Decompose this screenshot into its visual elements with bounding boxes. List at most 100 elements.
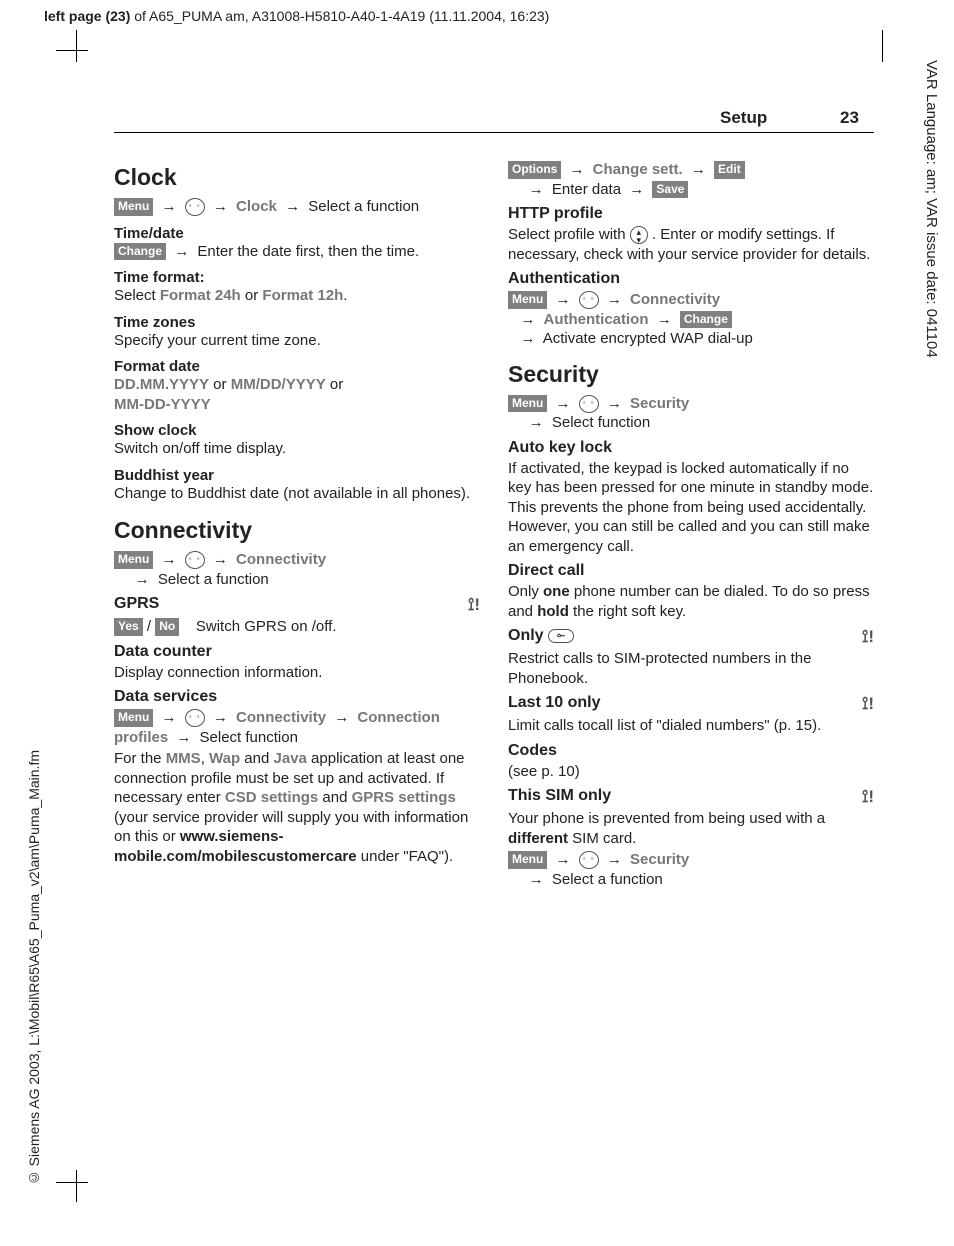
softkey-icon: ⟜ bbox=[548, 629, 574, 643]
arrow-icon: → bbox=[629, 181, 644, 198]
edit-button: Edit bbox=[714, 161, 745, 179]
time-format-h: Time format: bbox=[114, 269, 480, 286]
time-zones-txt: Specify your current time zone. bbox=[114, 331, 480, 351]
time-date-h: Time/date bbox=[114, 225, 480, 242]
only-label: Only bbox=[508, 627, 548, 644]
nav-icon bbox=[579, 291, 599, 309]
menu-button: Menu bbox=[114, 198, 153, 216]
conn-nav-tail: Select a function bbox=[158, 571, 269, 588]
lock-icon: ⟟! bbox=[862, 694, 874, 714]
d-p1: Only bbox=[508, 583, 543, 600]
arrow-icon: → bbox=[520, 311, 535, 328]
last10-txt: Limit calls tocall list of "dialed numbe… bbox=[508, 716, 874, 736]
top-nav: Options → Change sett. → Edit → Enter da… bbox=[508, 160, 874, 199]
left-page-bold: left page (23) bbox=[44, 8, 130, 24]
crop-mark bbox=[882, 30, 883, 62]
arrow-icon: → bbox=[607, 291, 622, 308]
arrow-icon: → bbox=[556, 291, 571, 308]
yes-button: Yes bbox=[114, 618, 143, 636]
arrow-icon: → bbox=[285, 198, 300, 215]
tf-pre: Select bbox=[114, 287, 160, 304]
gprs-txt: Switch GPRS on /off. bbox=[196, 618, 337, 635]
arrow-icon: → bbox=[162, 551, 177, 568]
time-format-line: Select Format 24h or Format 12h. bbox=[114, 286, 480, 306]
time-zones-h: Time zones bbox=[114, 314, 480, 331]
autokey-txt: If activated, the keypad is locked autom… bbox=[508, 459, 874, 557]
arrow-icon: → bbox=[607, 851, 622, 868]
d-p3: the right soft key. bbox=[569, 603, 686, 620]
show-clock-txt: Switch on/off time display. bbox=[114, 439, 480, 459]
vertical-right-text: VAR Language: am; VAR issue date: 041104 bbox=[923, 60, 940, 358]
fmt-b: MM/DD/YYYY bbox=[231, 376, 326, 393]
buddhist-txt: Change to Buddhist date (not available i… bbox=[114, 484, 480, 504]
conn-label: Connectivity bbox=[236, 551, 326, 568]
ds-conn: Connectivity bbox=[236, 709, 326, 726]
codes-txt: (see p. 10) bbox=[508, 762, 874, 782]
http-profile-txt: Select profile with ▴▾ . Enter or modify… bbox=[508, 225, 874, 264]
arrow-icon: → bbox=[174, 243, 189, 260]
crop-mark bbox=[76, 30, 77, 62]
so-p2: SIM card. bbox=[568, 830, 636, 847]
arrow-icon: → bbox=[556, 395, 571, 412]
menu-button: Menu bbox=[508, 395, 547, 413]
nav-icon bbox=[185, 551, 205, 569]
running-head-section: Setup bbox=[720, 108, 767, 128]
arrow-icon: → bbox=[570, 161, 585, 178]
arrow-icon: → bbox=[334, 709, 349, 726]
clock-nav: Menu → → Clock → Select a function bbox=[114, 197, 480, 217]
tf-end: . bbox=[343, 287, 347, 304]
ds-java: Java bbox=[274, 750, 307, 767]
direct-txt: Only one phone number can be dialed. To … bbox=[508, 582, 874, 621]
nav-icon bbox=[579, 395, 599, 413]
arrow-icon: → bbox=[176, 729, 191, 746]
crop-mark bbox=[56, 50, 88, 51]
gprs-line: Yes / No Switch GPRS on /off. bbox=[114, 617, 480, 637]
format-date-h: Format date bbox=[114, 358, 480, 375]
format-date-line: DD.MM.YYYY or MM/DD/YYYY or MM-DD-YYYY bbox=[114, 375, 480, 414]
sec-label: Security bbox=[630, 395, 689, 412]
fmt-or2: or bbox=[326, 376, 344, 393]
gprs-h: GPRS ⟟! bbox=[114, 595, 480, 615]
sec-label2: Security bbox=[630, 851, 689, 868]
menu-button: Menu bbox=[508, 851, 547, 869]
arrow-icon: → bbox=[657, 311, 672, 328]
autokey-h: Auto key lock bbox=[508, 439, 874, 457]
lock-icon: ⟟! bbox=[862, 787, 874, 807]
updown-icon: ▴▾ bbox=[630, 226, 648, 244]
ds-p1d: under "FAQ"). bbox=[357, 848, 454, 865]
auth-tail: Activate encrypted WAP dial-up bbox=[543, 330, 753, 347]
so-p1: Your phone is prevented from being used … bbox=[508, 810, 825, 827]
options-button: Options bbox=[508, 161, 561, 179]
simonly-h: This SIM only ⟟! bbox=[508, 787, 874, 807]
nav-icon bbox=[185, 709, 205, 727]
lock-icon: ⟟! bbox=[468, 595, 480, 615]
arrow-icon: → bbox=[162, 709, 177, 726]
time-date-txt: Enter the date first, then the time. bbox=[197, 243, 419, 260]
menu-button: Menu bbox=[114, 709, 153, 727]
ds-comma: , bbox=[201, 750, 209, 767]
nav-icon bbox=[185, 198, 205, 216]
left-column: Clock Menu → → Clock → Select a function… bbox=[114, 160, 480, 891]
arrow-icon: → bbox=[556, 851, 571, 868]
running-head-page: 23 bbox=[840, 108, 859, 128]
arrow-icon: → bbox=[529, 871, 544, 888]
arrow-icon: → bbox=[213, 709, 228, 726]
sec-nav2-tail: Select a function bbox=[552, 871, 663, 888]
ds-p1a: For the bbox=[114, 750, 166, 767]
enter-data: Enter data bbox=[552, 181, 621, 198]
tf-or: or bbox=[241, 287, 263, 304]
simonly-label: This SIM only bbox=[508, 787, 611, 804]
so-diff: different bbox=[508, 830, 568, 847]
http-profile-h: HTTP profile bbox=[508, 205, 874, 223]
clock-heading: Clock bbox=[114, 164, 480, 191]
time-date-line: Change → Enter the date first, then the … bbox=[114, 242, 480, 262]
ds-and1: and bbox=[240, 750, 273, 767]
last10-label: Last 10 only bbox=[508, 694, 600, 711]
vertical-left-text: © Siemens AG 2003, L:\Mobil\R65\A65_Puma… bbox=[26, 750, 42, 1186]
arrow-icon: → bbox=[135, 571, 150, 588]
data-services-h: Data services bbox=[114, 688, 480, 706]
format-12h: Format 12h bbox=[262, 287, 343, 304]
menu-button: Menu bbox=[508, 291, 547, 309]
arrow-icon: → bbox=[213, 198, 228, 215]
change-button: Change bbox=[680, 311, 732, 329]
